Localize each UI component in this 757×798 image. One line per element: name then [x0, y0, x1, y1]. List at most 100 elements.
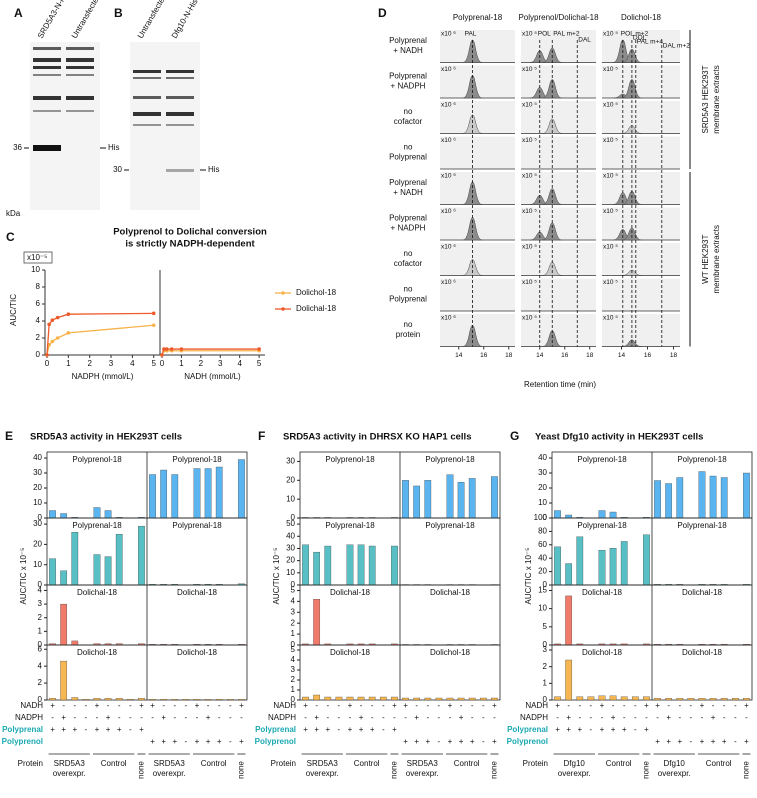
condition-sign: -: [229, 701, 232, 710]
x-tick-label: 18: [505, 352, 513, 359]
x-tick-label: 18: [670, 352, 678, 359]
lane-label: Untransfected: [136, 0, 169, 40]
marker-label: 36: [13, 143, 22, 152]
bar: [49, 510, 56, 519]
condition-sign: -: [482, 737, 485, 746]
row-label: Polyprenal: [389, 152, 427, 161]
condition-sign: +: [95, 701, 100, 710]
bar: [160, 469, 168, 519]
bar: [468, 697, 476, 701]
bar: [491, 476, 498, 519]
group-label: none: [137, 761, 146, 779]
bar: [598, 550, 606, 586]
y-tick-label: 3: [291, 665, 296, 674]
row-label: Polyprenal: [389, 71, 427, 80]
data-point: [66, 331, 71, 335]
x-tick-label: 14: [618, 352, 626, 359]
group-label: SRD5A3: [154, 759, 186, 768]
bar: [565, 514, 573, 519]
x-tick-label: 16: [644, 352, 652, 359]
condition-sign: +: [392, 701, 397, 710]
condition-sign: -: [162, 701, 165, 710]
bar: [49, 558, 56, 586]
bar: [631, 696, 639, 701]
row-label: Polyprenal: [389, 213, 427, 222]
bar: [446, 697, 454, 701]
condition-sign: +: [744, 701, 749, 710]
group-label: overexpr.: [558, 769, 591, 778]
x-tick-label: 2: [87, 359, 92, 368]
condition-sign: +: [348, 725, 353, 734]
subplot-label: Polyprenal-18: [577, 521, 627, 530]
bar: [620, 696, 628, 701]
plot-bg: [521, 172, 596, 205]
condition-sign: +: [95, 725, 100, 734]
data-point: [162, 347, 166, 351]
bar: [335, 696, 343, 701]
bar: [104, 698, 112, 701]
bar: [402, 697, 409, 701]
group-label: none: [490, 761, 499, 779]
condition-sign: -: [185, 701, 188, 710]
bar: [479, 697, 487, 701]
group-label: none: [742, 761, 751, 779]
bar: [49, 698, 56, 701]
condition-sign: +: [744, 737, 749, 746]
y-tick-label: 10: [33, 498, 42, 507]
y-tick-label: 4: [38, 661, 43, 670]
condition-sign: -: [438, 737, 441, 746]
condition-sign: +: [492, 737, 497, 746]
condition-sign: -: [623, 713, 626, 722]
bar: [587, 696, 595, 701]
subplot-label: Dolichal-18: [582, 588, 623, 597]
row-label: Polyprenal: [389, 36, 427, 45]
chart-title: Polyprenol to Dolichal conversion: [113, 227, 267, 238]
peak-label: DAL: [578, 37, 591, 44]
condition-sign: +: [359, 725, 364, 734]
subplot-label: Dolichol-18: [330, 648, 371, 657]
x-tick-label: 0: [45, 359, 50, 368]
band-label: His: [108, 143, 120, 152]
condition-sign: -: [185, 737, 188, 746]
column-title: Dolichol-18: [621, 13, 662, 22]
data-point: [160, 353, 164, 357]
condition-sign: -: [118, 701, 121, 710]
condition-sign: -: [129, 725, 132, 734]
bar: [346, 696, 354, 701]
group-label: membrane extracts: [712, 225, 721, 293]
bar: [115, 698, 123, 701]
series-line: [161, 350, 260, 356]
condition-sign: -: [229, 737, 232, 746]
y-tick-label: 1: [291, 685, 296, 694]
condition-sign: -: [185, 713, 188, 722]
bar: [620, 541, 628, 586]
condition-sign: +: [150, 701, 155, 710]
condition-sign: +: [50, 725, 55, 734]
plot-bg: [602, 278, 680, 311]
data-point: [50, 339, 55, 344]
bar: [149, 474, 156, 519]
condition-sign: -: [690, 713, 693, 722]
bar: [565, 563, 573, 586]
bar: [126, 699, 134, 701]
peak-label: PAL m+4: [637, 39, 664, 46]
bar: [171, 474, 179, 519]
peak-label: DAL m+2: [663, 43, 690, 50]
condition-label: NADPH: [268, 713, 296, 722]
subplot-label: Polyprenal-18: [677, 521, 727, 530]
bar: [60, 513, 68, 519]
condition-sign: -: [678, 713, 681, 722]
peak-label: PAL: [465, 31, 477, 38]
y-tick-label: 20: [538, 483, 547, 492]
blot-b: B Untransfected Dfg10-N-His 30 His: [113, 0, 220, 210]
condition-sign: -: [173, 713, 176, 722]
condition-sign: +: [644, 701, 649, 710]
panel-label: A: [14, 6, 23, 20]
y-tick-label: 40: [33, 453, 42, 462]
condition-sign: +: [239, 701, 244, 710]
legend-marker: [281, 291, 285, 295]
legend-label: Dolichal-18: [296, 304, 337, 313]
subplot-label: Dolichol-18: [177, 648, 218, 657]
y-tick-label: 4: [291, 655, 296, 664]
condition-sign: +: [325, 725, 330, 734]
